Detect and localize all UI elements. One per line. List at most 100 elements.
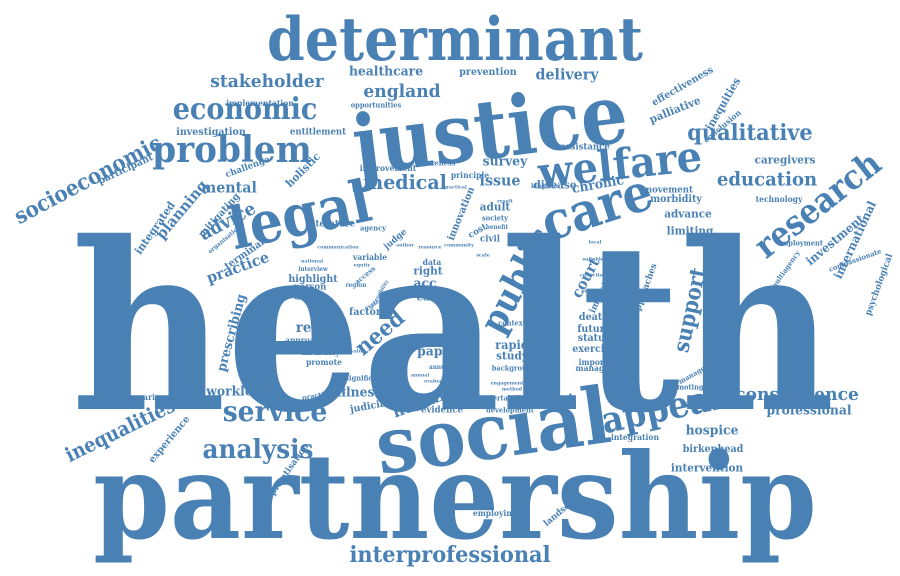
cloud-word-resource: resource <box>418 244 442 251</box>
cloud-word-delivery: delivery <box>535 65 599 84</box>
cloud-word-technology: technology <box>755 194 803 204</box>
cloud-word-engagement: engagement <box>490 380 524 387</box>
cloud-word-evaluation: evaluation <box>424 378 452 385</box>
cloud-word-implementation: implementation <box>226 98 294 108</box>
cloud-word-collection: collection <box>579 272 607 279</box>
cloud-word-kingdom: kingdom <box>530 183 560 190</box>
cloud-word-movement: movement <box>643 185 693 196</box>
cloud-word-england: england <box>363 81 441 102</box>
cloud-word-society: society <box>482 213 508 223</box>
cloud-word-partnership: partnership <box>93 427 817 566</box>
cloud-word-entitlement: entitlement <box>289 127 347 138</box>
cloud-word-education: education <box>716 168 818 191</box>
cloud-word-principle: principle <box>450 170 490 180</box>
cloud-word-variable: variable <box>352 252 388 262</box>
cloud-word-equity: equity <box>353 262 371 269</box>
cloud-word-patient: patient <box>524 391 574 407</box>
cloud-word-integration: integration <box>610 432 660 442</box>
cloud-word-important: important <box>578 357 622 367</box>
cloud-word-stakeholder: stakeholder <box>210 71 324 92</box>
cloud-word-future: future <box>577 324 611 335</box>
cloud-word-background: background <box>491 363 537 373</box>
cloud-word-return: return <box>447 398 489 412</box>
cloud-word-annual: annual <box>410 372 430 379</box>
cloud-word-service: service <box>222 395 328 428</box>
cloud-word-rapid: rapid <box>495 338 529 352</box>
cloud-word-paper: paper <box>417 344 457 360</box>
cloud-word-comparison: comparison <box>120 392 170 402</box>
cloud-word-significant: significant <box>345 373 385 383</box>
cloud-word-intervention: intervention <box>670 461 744 475</box>
cloud-word-birkenhead: birkenhead <box>682 444 744 455</box>
cloud-word-community: community <box>444 242 474 249</box>
cloud-word-national: national <box>300 258 324 265</box>
cloud-word-hospice: hospice <box>685 423 739 439</box>
cloud-word-advance: advance <box>664 207 712 221</box>
cloud-word-managed: managed <box>575 363 615 373</box>
cloud-word-illness: illness <box>336 385 382 401</box>
cloud-word-development: development <box>486 405 534 415</box>
cloud-word-communication: communication <box>317 244 359 251</box>
cloud-word-limiting: limiting <box>666 224 714 238</box>
cloud-word-promote: promote <box>306 357 342 367</box>
cloud-word-scale: scale <box>476 252 490 259</box>
cloud-word-assistance: assistance <box>560 142 610 153</box>
cloud-word-investigation: investigation <box>176 127 246 138</box>
cloud-word-promoting: promoting <box>664 382 704 392</box>
cloud-word-context: context <box>498 318 526 328</box>
cloud-word-local: local <box>588 239 602 246</box>
cloud-word-employment: employment <box>777 238 823 248</box>
cloud-word-survey: survey <box>482 154 528 170</box>
cloud-word-qualitative: qualitative <box>687 120 813 146</box>
cloud-word-awareness: awareness <box>416 158 456 168</box>
cloud-word-person: person <box>293 282 327 293</box>
cloud-word-region: region <box>345 282 367 289</box>
cloud-word-annual: annual <box>429 364 451 371</box>
cloud-word-opportunities: opportunities <box>350 100 402 110</box>
cloud-word-interview: interview <box>298 266 328 273</box>
cloud-word-article: article <box>294 292 326 303</box>
cloud-word-economic: economic <box>172 92 318 127</box>
cloud-word-civil: civil <box>480 234 500 245</box>
cloud-word-approach: approach <box>285 335 325 345</box>
cloud-word-acc: acc <box>413 276 437 292</box>
cloud-word-result: result <box>497 198 513 205</box>
cloud-word-benefit: benefit <box>485 224 509 231</box>
cloud-word-method: method <box>501 386 523 393</box>
cloud-word-consequence: consequence <box>735 384 859 405</box>
cloud-word-undertaken: undertaken <box>478 393 522 403</box>
cloud-word-morbidity: morbidity <box>650 194 702 205</box>
cloud-word-medical: medical <box>363 170 447 194</box>
cloud-word-disease: disease <box>533 178 577 192</box>
cloud-word-status: status <box>581 288 599 295</box>
cloud-word-study: study <box>496 349 528 363</box>
cloud-word-literature: literature <box>308 219 356 230</box>
cloud-word-exercise: exercise <box>572 344 616 355</box>
cloud-word-workload: workload <box>206 384 270 400</box>
cloud-word-health: health <box>70 191 836 464</box>
cloud-word-practical: practical <box>443 184 467 191</box>
cloud-word-healthcare: healthcare <box>348 64 424 80</box>
cloud-word-highlight: highlight <box>288 274 338 285</box>
cloud-word-issue: issue <box>479 171 521 190</box>
cloud-word-mental: mental <box>201 178 257 197</box>
cloud-word-analysis: analysis <box>202 435 314 465</box>
cloud-word-value: value <box>350 348 366 355</box>
cloud-word-caregivers: caregivers <box>754 153 816 167</box>
cloud-word-data: data <box>422 257 442 267</box>
cloud-word-professional: professional <box>766 403 852 419</box>
cloud-word-carer: carer <box>416 290 448 304</box>
cloud-word-review: review <box>295 320 345 336</box>
cloud-word-agency: agency <box>360 223 386 233</box>
cloud-word-sector: sector <box>526 290 533 310</box>
cloud-word-disability: disability <box>300 347 340 357</box>
cloud-word-interprofessional: interprofessional <box>349 542 551 568</box>
cloud-word-context: context <box>608 345 628 352</box>
cloud-word-evidence: evidence <box>421 405 463 416</box>
cloud-word-suitable: suitable <box>582 256 604 263</box>
cloud-word-right: right <box>413 264 443 278</box>
cloud-word-improvement: improvement <box>359 163 417 173</box>
cloud-word-death: death <box>578 312 610 323</box>
cloud-word-author: author <box>396 242 414 249</box>
